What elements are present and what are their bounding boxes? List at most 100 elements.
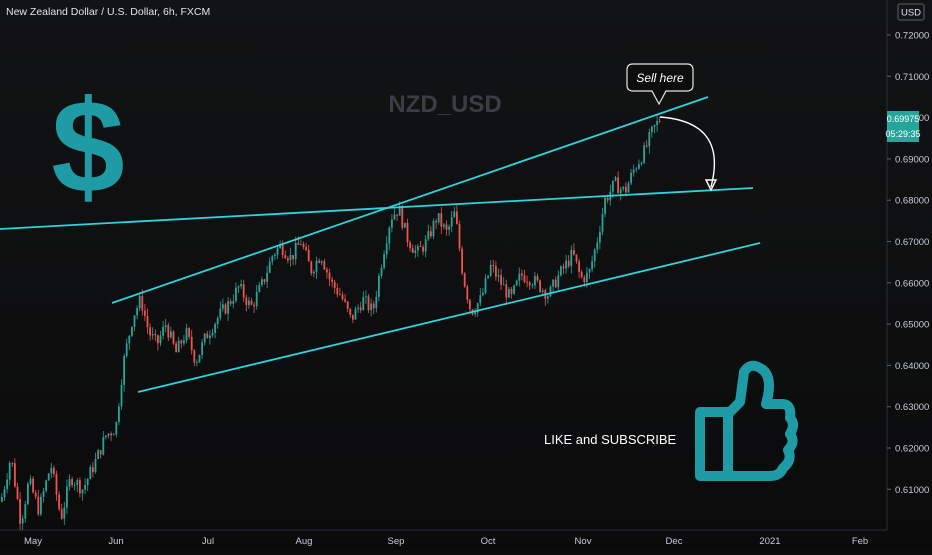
candle-body (157, 335, 159, 344)
candle-body (417, 246, 419, 251)
candle-body (97, 450, 99, 459)
candle-body (645, 145, 648, 147)
like-subscribe-text: LIKE and SUBSCRIBE (544, 432, 677, 447)
candle-body (401, 206, 404, 228)
candle-body (240, 284, 242, 287)
candle-body (339, 294, 341, 296)
candle-body (359, 307, 362, 311)
candle-body (554, 279, 557, 288)
candle-body (614, 177, 617, 181)
candle-body (302, 244, 305, 248)
candle-body (625, 186, 627, 193)
x-tick-label: Feb (852, 536, 868, 547)
candle-body (448, 226, 450, 230)
candle-body (118, 406, 120, 423)
currency-label[interactable]: USD (897, 3, 925, 21)
time-axis[interactable]: May Jun Jul Aug Sep Oct Nov Dec 2021 Feb (24, 536, 868, 547)
candle-body (261, 279, 263, 285)
candle-body (29, 478, 32, 484)
candle-body (422, 247, 424, 252)
candle-body (365, 296, 367, 298)
candle-body (367, 296, 370, 311)
trendlines[interactable] (0, 96, 761, 393)
horizontal-resistance-line (0, 187, 754, 230)
x-tick-label: Aug (296, 536, 313, 547)
price-axis[interactable]: 0.720000.710000.700000.690000.680000.670… (887, 31, 929, 496)
candle-body (196, 362, 198, 364)
candle-body (531, 285, 534, 287)
candle-body (354, 308, 357, 320)
candle-body (162, 326, 164, 336)
candle-body (63, 507, 66, 519)
candle-body (560, 266, 562, 276)
candle-body (588, 269, 591, 273)
candle-body (146, 315, 149, 328)
y-tick-label: 0.64000 (895, 361, 929, 372)
candle-body (40, 496, 42, 515)
candle-body (599, 231, 601, 243)
candle-body (55, 474, 58, 495)
candle-body (313, 271, 315, 274)
candle-body (430, 231, 432, 237)
candle-body (24, 504, 27, 519)
candle-body (209, 335, 211, 339)
y-tick-label: 0.72000 (895, 31, 929, 42)
candle-body (352, 314, 354, 320)
candle-body (653, 124, 656, 127)
candle-body (248, 300, 250, 306)
candle-body (476, 303, 479, 313)
candle-body (34, 492, 37, 497)
candle-body (167, 325, 170, 338)
candle-body (297, 242, 300, 245)
candle-body (37, 496, 40, 515)
candle-body (440, 213, 443, 227)
candle-body (50, 467, 53, 474)
candle-body (81, 489, 84, 494)
candle-body (523, 275, 526, 282)
candle-body (32, 478, 34, 493)
candle-body (627, 183, 630, 193)
candle-body (591, 261, 593, 270)
candle-body (318, 260, 320, 263)
candle-body (47, 473, 50, 481)
candle-body (341, 294, 344, 300)
candle-body (622, 186, 625, 189)
candle-body (274, 254, 276, 257)
candle-body (102, 437, 105, 455)
candle-body (271, 256, 274, 262)
candle-body (71, 479, 73, 486)
candle-body (630, 172, 632, 184)
candle-body (266, 272, 268, 282)
candle-body (149, 327, 151, 336)
candle-body (99, 450, 102, 455)
y-tick-label: 0.71000 (895, 72, 929, 83)
candle-body (227, 301, 229, 314)
candle-body (107, 433, 110, 436)
x-tick-label: 2021 (759, 536, 780, 547)
candle-body (549, 286, 552, 297)
candle-body (510, 289, 513, 294)
candle-body (656, 120, 658, 125)
candle-body (86, 479, 89, 486)
candle-body (216, 317, 219, 325)
candle-body (105, 435, 107, 438)
candle-body (333, 281, 336, 289)
candle-body (6, 479, 8, 490)
candle-body (586, 272, 588, 283)
candle-body (534, 276, 536, 286)
candle-body (635, 168, 638, 170)
candle-body (73, 484, 76, 486)
dollar-sign-icon: $ (51, 73, 124, 220)
candle-body (112, 434, 115, 436)
candle-body (268, 261, 271, 273)
candle-body (60, 509, 63, 519)
candle-body (385, 243, 388, 255)
candle-body (211, 332, 214, 336)
candle-body (562, 266, 565, 269)
candle-body (346, 301, 349, 309)
candle-body (651, 126, 653, 133)
svg-text:05:29:35: 05:29:35 (885, 129, 920, 139)
upper-channel-line (111, 96, 709, 304)
candle-body (393, 214, 396, 220)
